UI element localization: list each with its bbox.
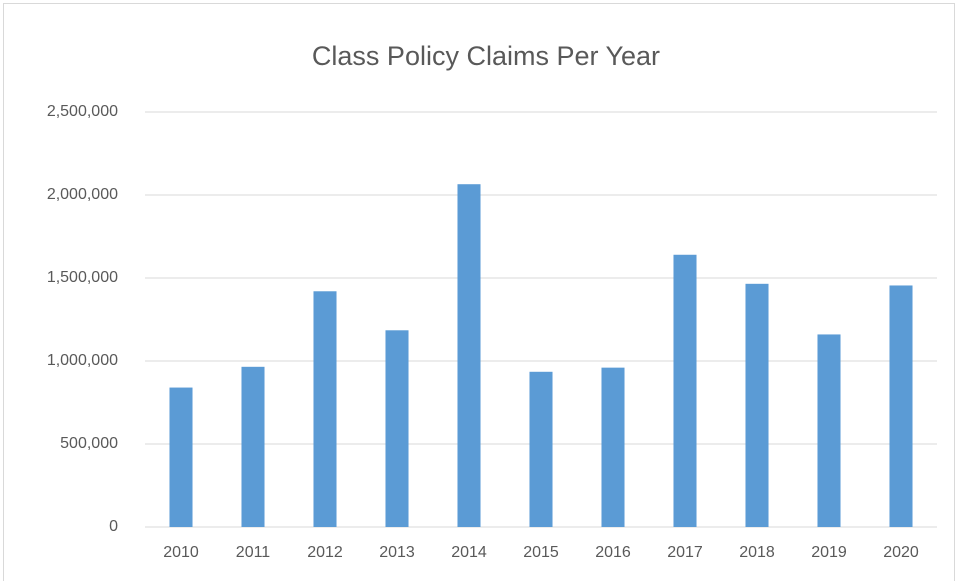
x-tick-label: 2010 [163,544,199,561]
bar [169,387,193,527]
x-tick-label: 2011 [236,544,271,561]
bar [457,184,481,527]
bar [385,330,409,527]
x-tick-label: 2017 [667,544,703,561]
x-tick-label: 2012 [307,544,343,561]
y-tick-label: 2,000,000 [47,186,118,203]
bar [889,285,913,527]
x-tick-label: 2013 [379,544,415,561]
x-tick-label: 2019 [811,544,847,561]
y-tick-label: 500,000 [60,435,118,452]
bar [601,367,625,527]
y-tick-label: 2,500,000 [47,103,118,120]
x-tick-label: 2016 [595,544,631,561]
x-tick-label: 2018 [739,544,775,561]
bar [529,371,553,527]
bar [241,366,265,527]
x-tick-label: 2015 [523,544,559,561]
y-tick-label: 1,000,000 [47,352,118,369]
x-tick-label: 2020 [883,544,919,561]
x-tick-label: 2014 [451,544,487,561]
bar [313,291,337,527]
bar [817,334,841,527]
y-tick-label: 0 [109,518,118,535]
bar [673,254,697,527]
chart-title: Class Policy Claims Per Year [312,41,660,71]
bar [745,283,769,527]
y-tick-label: 1,500,000 [47,269,118,286]
